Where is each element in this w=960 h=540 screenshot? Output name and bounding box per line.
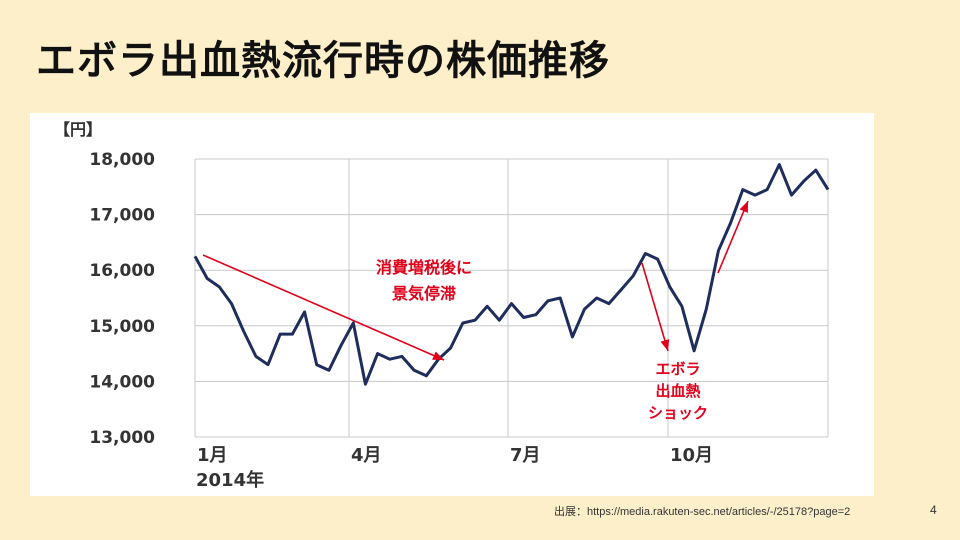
- downtrend-arrow: [202, 254, 445, 361]
- x-tick-label: 7月: [510, 445, 541, 466]
- downtrend-arrow-head: [432, 351, 444, 360]
- annotation-line: エボラ: [655, 360, 700, 378]
- y-tick-label: 13,000: [89, 428, 155, 448]
- y-axis-unit-label: 【円】: [54, 120, 102, 139]
- y-tick-labels: 18,000 17,000 16,000 15,000 14,000 13,000: [89, 150, 155, 448]
- annotation-line: 景気停滞: [392, 284, 456, 303]
- price-series-line: [193, 163, 830, 386]
- recovery-arrow: [717, 200, 749, 274]
- x-axis-year-label: 2014年: [196, 469, 264, 491]
- x-tick-label: 1月: [197, 445, 228, 466]
- arrow-layer: [202, 200, 749, 361]
- y-tick-label: 16,000: [89, 261, 155, 281]
- recovery-arrow-head: [739, 201, 748, 213]
- stock-price-chart: 【円】 18,000 17,000 16,000 15,000 14,000 13,000…: [30, 113, 874, 496]
- y-tick-label: 18,000: [89, 150, 155, 170]
- x-tick-label: 10月: [670, 445, 713, 466]
- source-citation: 出展：https://media.rakuten-sec.net/article…: [554, 506, 851, 518]
- annotation-line: 消費増税後に: [376, 258, 472, 277]
- ebola-drop-arrow-head: [660, 339, 670, 351]
- x-tick-labels: 1月 4月 7月 10月: [197, 445, 713, 466]
- annotation-line: 出血熱: [655, 382, 700, 400]
- y-tick-label: 14,000: [89, 372, 155, 392]
- chart-svg: 【円】 18,000 17,000 16,000 15,000 14,000 13,000…: [54, 120, 830, 491]
- page-number: 4: [930, 503, 937, 517]
- y-tick-label: 15,000: [89, 317, 155, 337]
- grid-layer: [194, 158, 829, 438]
- y-tick-label: 17,000: [89, 206, 155, 226]
- slide-title: エボラ出血熱流行時の株価推移: [36, 38, 610, 84]
- ebola-drop-arrow: [641, 262, 669, 352]
- x-tick-label: 4月: [351, 445, 382, 466]
- annotation-line: ショック: [648, 404, 708, 422]
- series-layer: [193, 163, 830, 386]
